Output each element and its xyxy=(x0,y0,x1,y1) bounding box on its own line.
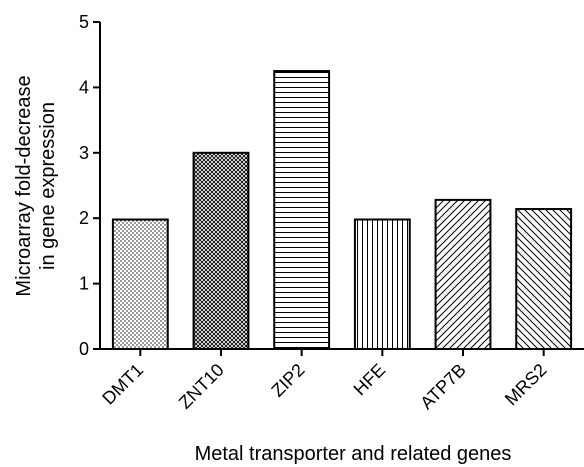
x-axis-title: Metal transporter and related genes xyxy=(195,443,512,465)
y-axis: 0 1 2 3 4 5 xyxy=(79,12,101,359)
x-tick-label: ZIP2 xyxy=(267,360,308,401)
bar-hfe xyxy=(353,218,411,350)
y-axis-title-line-2: in gene expression xyxy=(37,102,59,270)
bar-zip2 xyxy=(273,70,331,351)
x-tick-label: HFE xyxy=(350,360,390,400)
y-tick-label: 4 xyxy=(79,77,89,97)
y-axis-title-line-1: Microarray fold-decrease xyxy=(13,75,35,296)
y-axis-title: Microarray fold-decrease in gene express… xyxy=(13,75,59,296)
x-tick-label: ATP7B xyxy=(416,360,470,414)
y-tick-label: 5 xyxy=(79,12,89,32)
x-tick-label: DMT1 xyxy=(98,360,147,409)
bar-atp7b xyxy=(434,198,492,350)
y-tick-label: 2 xyxy=(79,208,89,228)
bar-mrs2 xyxy=(515,208,573,350)
x-tick-label: ZNT10 xyxy=(175,360,228,413)
x-tick-label: MRS2 xyxy=(501,360,551,410)
x-axis: DMT1 ZNT10 ZIP2 HFE ATP7B MRS2 xyxy=(98,348,584,414)
bar-dmt1 xyxy=(111,218,169,350)
bar-znt10 xyxy=(192,151,250,350)
bars xyxy=(111,70,573,351)
y-tick-label: 1 xyxy=(79,274,89,294)
y-tick-label: 0 xyxy=(79,339,89,359)
y-tick-label: 3 xyxy=(79,143,89,163)
